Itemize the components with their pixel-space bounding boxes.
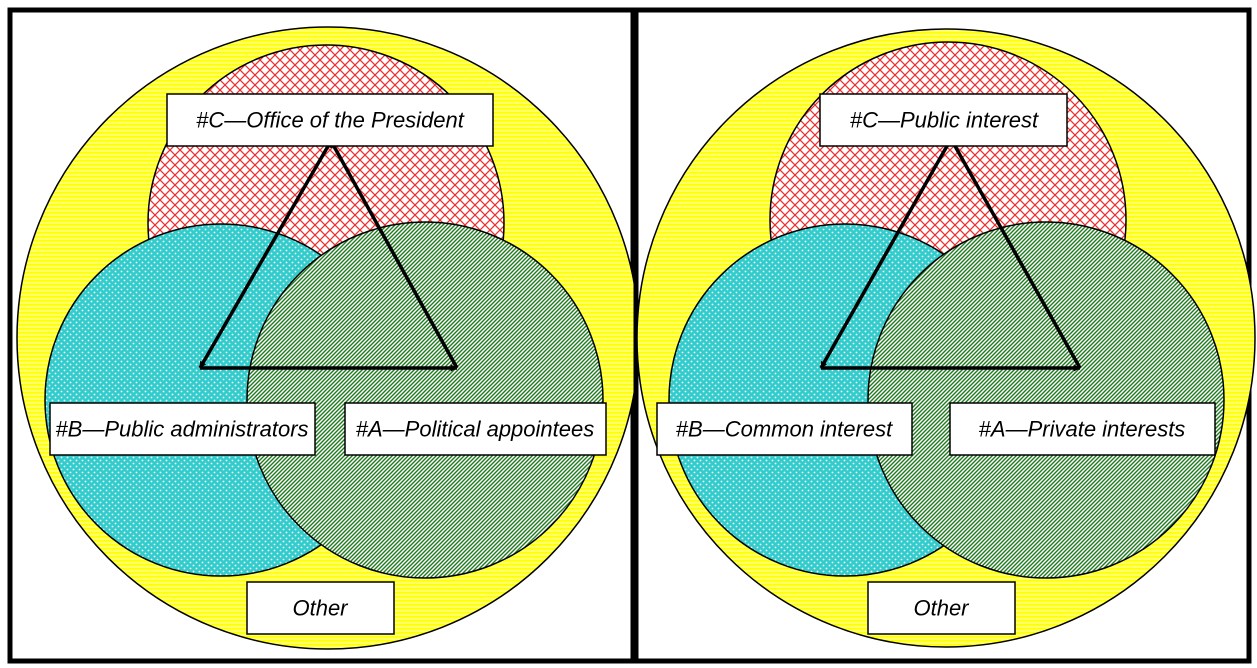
arrow-c-a	[329, 140, 459, 369]
label-b: #B—Common interest	[656, 402, 913, 456]
triangle-arrows	[819, 138, 1082, 372]
label-other-text: Other	[292, 596, 349, 621]
label-c-box	[819, 93, 1068, 147]
label-other-text: Other	[913, 596, 970, 621]
arrow-b-c	[198, 140, 333, 369]
label-c-box	[166, 93, 494, 147]
label-a-box	[949, 402, 1216, 456]
label-b: #B—Public administrators	[49, 402, 316, 456]
panel-left: #C—Office of the President #B—Public adm…	[7, 7, 640, 664]
panel-right: #C—Public interest #B—Common interest #A…	[633, 7, 1256, 664]
circle-a	[246, 221, 604, 579]
label-a-text: #A—Private interests	[979, 417, 1186, 442]
label-a: #A—Political appointees	[344, 402, 607, 456]
label-c-text: #C—Public interest	[850, 108, 1039, 133]
triangle-arrows	[198, 140, 459, 372]
label-c: #C—Public interest	[819, 93, 1068, 147]
label-a-text: #A—Political appointees	[356, 417, 594, 442]
label-other: Other	[246, 581, 395, 635]
label-other: Other	[867, 581, 1016, 635]
label-a-box	[344, 402, 607, 456]
circle-a	[867, 221, 1225, 579]
label-b-box	[656, 402, 913, 456]
label-a: #A—Private interests	[949, 402, 1216, 456]
label-b-text: #B—Common interest	[676, 417, 893, 442]
label-b-box	[49, 402, 316, 456]
label-other-box	[867, 581, 1016, 635]
label-other-box	[246, 581, 395, 635]
label-b-text: #B—Public administrators	[55, 417, 308, 442]
arrow-b-c	[819, 138, 953, 369]
label-c: #C—Office of the President	[166, 93, 494, 147]
label-c-text: #C—Office of the President	[196, 108, 465, 133]
arrow-c-a	[949, 138, 1082, 369]
